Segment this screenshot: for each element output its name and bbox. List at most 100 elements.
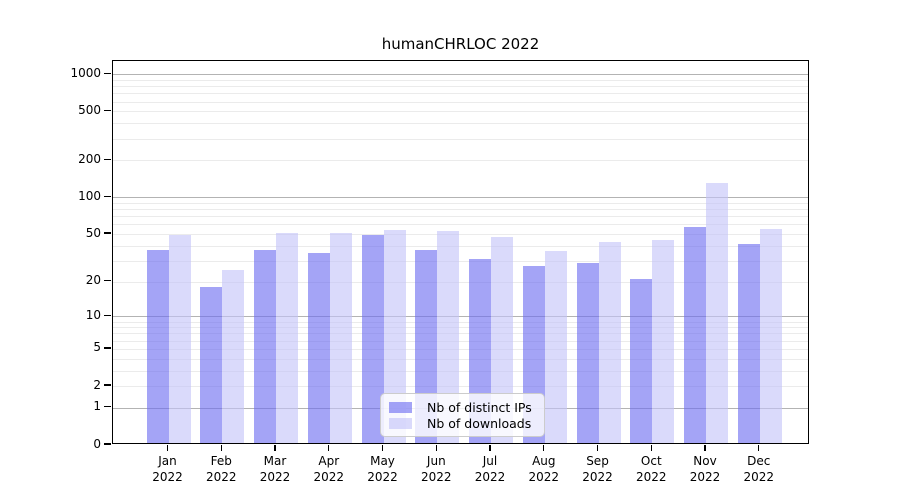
x-tick-nov [704, 445, 706, 451]
gridline-30 [113, 260, 808, 262]
gridline-90 [113, 203, 808, 204]
legend-swatch-distinct-ips [389, 401, 412, 413]
bar-distinct-ips-oct [630, 279, 653, 443]
gridline-40 [113, 245, 808, 247]
gridline-5 [113, 348, 808, 350]
gridline-400 [113, 123, 808, 125]
plot-area: Nb of distinct IPs Nb of downloads [112, 60, 809, 444]
bar-distinct-ips-jan [146, 249, 169, 443]
x-tick-aug [543, 445, 545, 451]
bar-distinct-ips-apr [307, 252, 330, 443]
y-tick-label-200: 200 [78, 151, 101, 166]
x-tick-apr [328, 445, 330, 451]
gridline-1000 [113, 74, 808, 76]
bar-downloads-jun [437, 231, 460, 443]
bar-downloads-aug [544, 251, 567, 443]
x-tick-oct [650, 445, 652, 451]
bar-layer [113, 61, 808, 443]
gridline-50 [113, 234, 808, 235]
x-tick-jun [435, 445, 437, 451]
bar-downloads-jul [491, 237, 513, 443]
legend-label-downloads: Nb of downloads [427, 415, 532, 431]
y-tick-20 [104, 279, 111, 282]
gridline-60 [113, 224, 808, 226]
x-tick-sep [596, 445, 599, 451]
y-tick-label-0: 0 [93, 436, 101, 451]
x-tick-may [381, 445, 384, 451]
y-tick-5 [104, 347, 111, 349]
gridline-500 [113, 111, 808, 113]
gridline-200 [113, 160, 808, 162]
legend-entry-distinct-ips: Nb of distinct IPs [389, 400, 535, 415]
bar-downloads-jan [168, 235, 191, 443]
y-tick-1 [104, 406, 111, 408]
gridline-20 [113, 281, 808, 283]
y-tick-label-1: 1 [93, 399, 101, 414]
y-tick-label-500: 500 [78, 102, 101, 117]
y-tick-label-1000: 1000 [70, 65, 101, 80]
x-tick-dec [758, 445, 760, 451]
x-tick-label-nov: Nov 2022 [689, 454, 721, 484]
gridline-8 [113, 327, 808, 329]
y-tick-50 [104, 232, 111, 234]
gridline-9 [113, 321, 808, 323]
legend: Nb of distinct IPs Nb of downloads [380, 393, 545, 437]
bar-downloads-feb [222, 270, 245, 443]
x-tick-label-jun: Jun 2022 [421, 454, 452, 484]
x-tick-label-mar: Mar 2022 [259, 454, 291, 484]
bar-downloads-oct [652, 239, 675, 443]
y-tick-label-10: 10 [85, 307, 101, 322]
x-tick-label-feb: Feb 2022 [206, 454, 237, 484]
chart-title: humanCHRLOC 2022 [381, 35, 540, 53]
y-tick-label-50: 50 [85, 225, 101, 240]
gridline-100 [113, 197, 808, 199]
bar-downloads-sep [598, 242, 621, 443]
y-tick-0 [104, 443, 111, 445]
x-tick-label-aug: Aug 2022 [528, 454, 560, 484]
y-tick-10 [104, 314, 111, 316]
bar-downloads-nov [706, 183, 728, 443]
bar-distinct-ips-may [361, 235, 384, 443]
legend-swatch-downloads [389, 417, 412, 429]
x-tick-label-jan: Jan 2022 [152, 454, 183, 484]
x-tick-jul [489, 445, 491, 451]
x-tick-jan [166, 445, 169, 451]
y-tick-100 [104, 195, 111, 198]
gridline-4 [113, 358, 808, 360]
grid-layer [113, 61, 808, 443]
bar-distinct-ips-nov [684, 227, 706, 443]
gridline-300 [113, 138, 808, 140]
y-tick-label-5: 5 [93, 340, 101, 355]
bar-downloads-mar [276, 233, 298, 443]
x-tick-label-sep: Sep 2022 [582, 454, 613, 484]
gridline-600 [113, 101, 808, 103]
y-tick-1000 [104, 72, 111, 74]
y-tick-label-100: 100 [78, 188, 101, 203]
gridline-900 [113, 79, 808, 81]
y-tick-label-20: 20 [85, 273, 101, 288]
x-tick-mar [274, 445, 276, 451]
x-tick-feb [220, 445, 222, 451]
gridline-3 [113, 370, 808, 372]
y-tick-500 [104, 109, 111, 112]
gridline-700 [113, 93, 808, 95]
legend-entry-downloads: Nb of downloads [389, 416, 535, 431]
x-tick-label-may: May 2022 [367, 454, 398, 484]
bar-downloads-may [383, 230, 406, 443]
bar-downloads-apr [329, 233, 352, 443]
gridline-70 [113, 216, 808, 218]
y-tick-label-2: 2 [93, 377, 101, 392]
bar-distinct-ips-feb [200, 287, 223, 443]
bar-distinct-ips-dec [737, 244, 760, 443]
gridline-10 [113, 316, 808, 318]
gridline-7 [113, 333, 808, 335]
x-tick-label-oct: Oct 2022 [636, 454, 667, 484]
gridline-2 [113, 386, 808, 388]
bar-distinct-ips-mar [254, 249, 276, 443]
bar-distinct-ips-sep [576, 262, 599, 443]
legend-label-distinct-ips: Nb of distinct IPs [427, 399, 532, 415]
gridline-800 [113, 86, 808, 88]
x-tick-label-dec: Dec 2022 [743, 454, 775, 484]
x-tick-label-apr: Apr 2022 [313, 454, 345, 484]
